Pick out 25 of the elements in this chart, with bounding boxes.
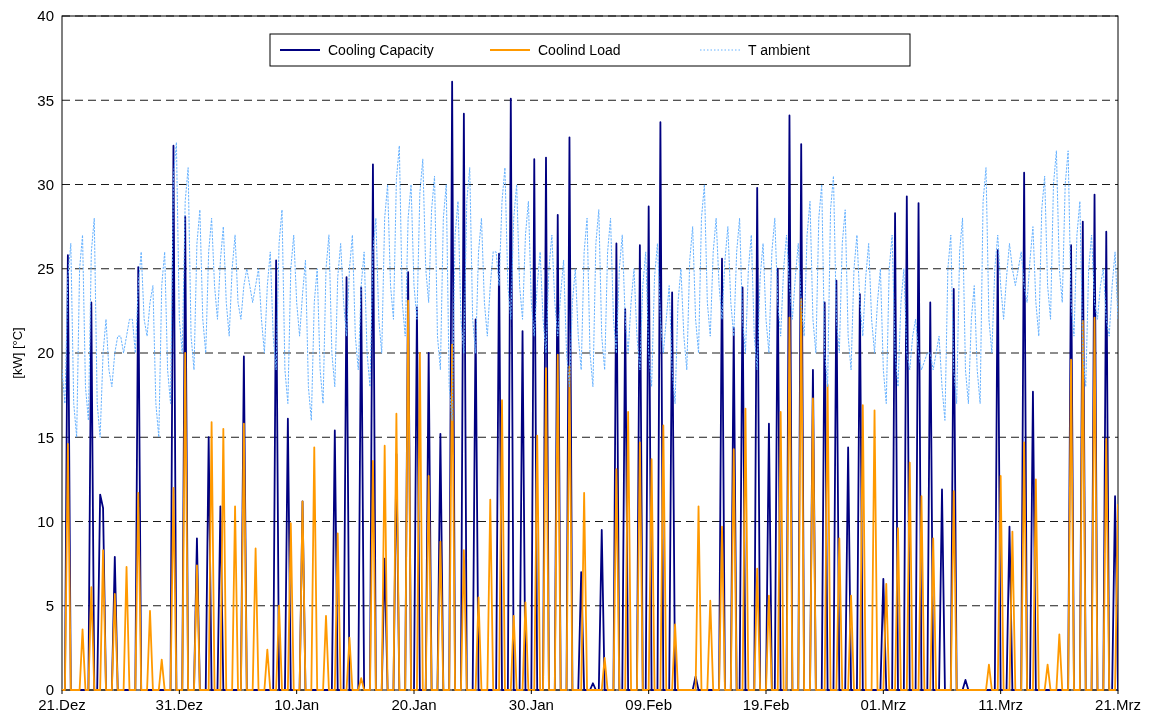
x-tick-label: 09.Feb <box>625 696 673 713</box>
y-tick-label: 35 <box>37 91 54 109</box>
x-tick-label: 19.Feb <box>742 696 790 713</box>
y-tick-label: 0 <box>45 681 54 699</box>
y-tick-label: 5 <box>45 597 54 614</box>
x-tick-label: 31.Dez <box>155 696 204 713</box>
y-tick-label: 40 <box>37 7 54 25</box>
x-tick-label: 01.Mrz <box>860 696 907 713</box>
y-axis-title: [kW] [°C] <box>10 327 25 379</box>
x-tick-label: 20.Jan <box>391 696 437 713</box>
legend-label: Coolind Load <box>538 41 621 58</box>
x-tick-label: 11.Mrz <box>978 696 1024 713</box>
line-series <box>62 141 1118 438</box>
y-tick-label: 20 <box>37 344 54 362</box>
x-tick-label: 10.Jan <box>274 696 320 713</box>
y-tick-label: 30 <box>37 175 54 193</box>
legend-label: T ambient <box>748 41 811 58</box>
y-tick-label: 25 <box>37 260 54 277</box>
x-tick-label: 21.Mrz <box>1095 696 1141 713</box>
legend-label: Cooling Capacity <box>328 41 434 58</box>
y-tick-label: 10 <box>37 512 54 530</box>
line-series <box>62 298 1118 691</box>
y-tick-label: 15 <box>37 428 54 446</box>
x-tick-label: 21.Dez <box>38 696 86 713</box>
x-tick-label: 30.Jan <box>508 696 554 713</box>
